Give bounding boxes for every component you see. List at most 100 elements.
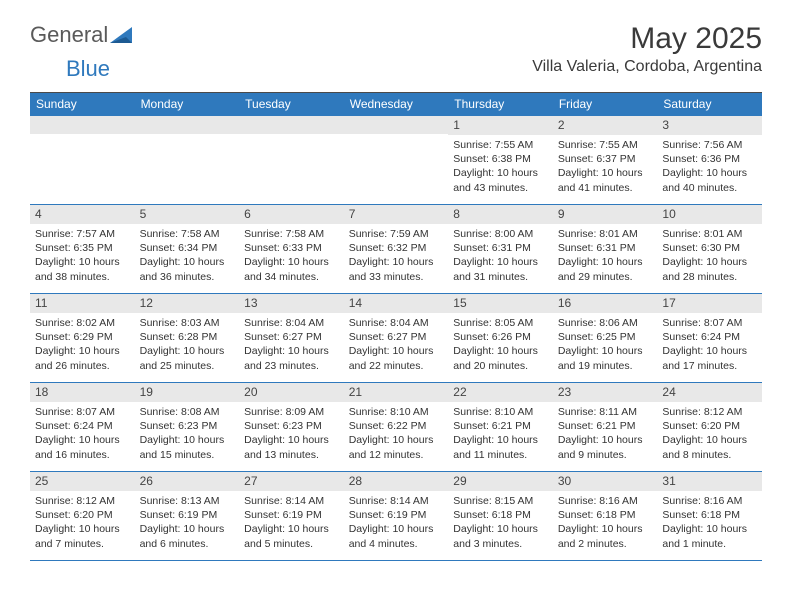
empty-cell xyxy=(239,116,344,204)
day-cell: 6Sunrise: 7:58 AMSunset: 6:33 PMDaylight… xyxy=(239,205,344,293)
day-cell: 27Sunrise: 8:14 AMSunset: 6:19 PMDayligh… xyxy=(239,472,344,560)
day-number: 29 xyxy=(448,472,553,491)
day-cell: 11Sunrise: 8:02 AMSunset: 6:29 PMDayligh… xyxy=(30,294,135,382)
weekday-header-row: SundayMondayTuesdayWednesdayThursdayFrid… xyxy=(30,93,762,116)
day-details: Sunrise: 8:02 AMSunset: 6:29 PMDaylight:… xyxy=(30,313,135,378)
day-cell: 4Sunrise: 7:57 AMSunset: 6:35 PMDaylight… xyxy=(30,205,135,293)
day-details: Sunrise: 8:15 AMSunset: 6:18 PMDaylight:… xyxy=(448,491,553,556)
day-number: 3 xyxy=(657,116,762,135)
day-number: 28 xyxy=(344,472,449,491)
weekday-header: Sunday xyxy=(30,93,135,116)
day-cell: 16Sunrise: 8:06 AMSunset: 6:25 PMDayligh… xyxy=(553,294,658,382)
day-details: Sunrise: 8:09 AMSunset: 6:23 PMDaylight:… xyxy=(239,402,344,467)
day-number xyxy=(135,116,240,134)
weekday-header: Thursday xyxy=(448,93,553,116)
day-number: 14 xyxy=(344,294,449,313)
day-details: Sunrise: 8:04 AMSunset: 6:27 PMDaylight:… xyxy=(344,313,449,378)
day-cell: 8Sunrise: 8:00 AMSunset: 6:31 PMDaylight… xyxy=(448,205,553,293)
day-number: 8 xyxy=(448,205,553,224)
day-cell: 2Sunrise: 7:55 AMSunset: 6:37 PMDaylight… xyxy=(553,116,658,204)
day-number: 15 xyxy=(448,294,553,313)
day-cell: 1Sunrise: 7:55 AMSunset: 6:38 PMDaylight… xyxy=(448,116,553,204)
day-number xyxy=(239,116,344,134)
day-number: 1 xyxy=(448,116,553,135)
day-cell: 20Sunrise: 8:09 AMSunset: 6:23 PMDayligh… xyxy=(239,383,344,471)
day-number: 9 xyxy=(553,205,658,224)
day-cell: 5Sunrise: 7:58 AMSunset: 6:34 PMDaylight… xyxy=(135,205,240,293)
day-number: 16 xyxy=(553,294,658,313)
week-row: 4Sunrise: 7:57 AMSunset: 6:35 PMDaylight… xyxy=(30,205,762,294)
day-cell: 10Sunrise: 8:01 AMSunset: 6:30 PMDayligh… xyxy=(657,205,762,293)
month-title: May 2025 xyxy=(532,22,762,56)
day-details: Sunrise: 8:06 AMSunset: 6:25 PMDaylight:… xyxy=(553,313,658,378)
day-details: Sunrise: 8:16 AMSunset: 6:18 PMDaylight:… xyxy=(553,491,658,556)
day-number: 21 xyxy=(344,383,449,402)
day-number: 25 xyxy=(30,472,135,491)
day-details: Sunrise: 8:08 AMSunset: 6:23 PMDaylight:… xyxy=(135,402,240,467)
day-cell: 31Sunrise: 8:16 AMSunset: 6:18 PMDayligh… xyxy=(657,472,762,560)
day-details: Sunrise: 7:57 AMSunset: 6:35 PMDaylight:… xyxy=(30,224,135,289)
day-details: Sunrise: 8:11 AMSunset: 6:21 PMDaylight:… xyxy=(553,402,658,467)
day-cell: 22Sunrise: 8:10 AMSunset: 6:21 PMDayligh… xyxy=(448,383,553,471)
day-cell: 17Sunrise: 8:07 AMSunset: 6:24 PMDayligh… xyxy=(657,294,762,382)
day-details: Sunrise: 8:12 AMSunset: 6:20 PMDaylight:… xyxy=(30,491,135,556)
day-details: Sunrise: 8:01 AMSunset: 6:30 PMDaylight:… xyxy=(657,224,762,289)
day-number: 23 xyxy=(553,383,658,402)
day-cell: 28Sunrise: 8:14 AMSunset: 6:19 PMDayligh… xyxy=(344,472,449,560)
day-cell: 13Sunrise: 8:04 AMSunset: 6:27 PMDayligh… xyxy=(239,294,344,382)
weekday-header: Monday xyxy=(135,93,240,116)
day-number: 24 xyxy=(657,383,762,402)
day-cell: 30Sunrise: 8:16 AMSunset: 6:18 PMDayligh… xyxy=(553,472,658,560)
weekday-header: Friday xyxy=(553,93,658,116)
day-number: 13 xyxy=(239,294,344,313)
day-details: Sunrise: 8:14 AMSunset: 6:19 PMDaylight:… xyxy=(344,491,449,556)
weeks-container: 1Sunrise: 7:55 AMSunset: 6:38 PMDaylight… xyxy=(30,116,762,561)
empty-cell xyxy=(135,116,240,204)
week-row: 1Sunrise: 7:55 AMSunset: 6:38 PMDaylight… xyxy=(30,116,762,205)
day-details: Sunrise: 7:58 AMSunset: 6:34 PMDaylight:… xyxy=(135,224,240,289)
day-details: Sunrise: 8:03 AMSunset: 6:28 PMDaylight:… xyxy=(135,313,240,378)
day-cell: 18Sunrise: 8:07 AMSunset: 6:24 PMDayligh… xyxy=(30,383,135,471)
calendar-grid: SundayMondayTuesdayWednesdayThursdayFrid… xyxy=(30,92,762,561)
day-details: Sunrise: 7:55 AMSunset: 6:38 PMDaylight:… xyxy=(448,135,553,200)
day-number: 12 xyxy=(135,294,240,313)
weekday-header: Saturday xyxy=(657,93,762,116)
day-details: Sunrise: 8:01 AMSunset: 6:31 PMDaylight:… xyxy=(553,224,658,289)
day-number xyxy=(344,116,449,134)
day-details: Sunrise: 7:58 AMSunset: 6:33 PMDaylight:… xyxy=(239,224,344,289)
day-cell: 9Sunrise: 8:01 AMSunset: 6:31 PMDaylight… xyxy=(553,205,658,293)
day-number: 10 xyxy=(657,205,762,224)
brand-part2: Blue xyxy=(66,56,110,81)
week-row: 25Sunrise: 8:12 AMSunset: 6:20 PMDayligh… xyxy=(30,472,762,561)
day-number: 22 xyxy=(448,383,553,402)
day-cell: 21Sunrise: 8:10 AMSunset: 6:22 PMDayligh… xyxy=(344,383,449,471)
day-cell: 14Sunrise: 8:04 AMSunset: 6:27 PMDayligh… xyxy=(344,294,449,382)
day-details: Sunrise: 8:12 AMSunset: 6:20 PMDaylight:… xyxy=(657,402,762,467)
day-details: Sunrise: 8:05 AMSunset: 6:26 PMDaylight:… xyxy=(448,313,553,378)
day-number: 26 xyxy=(135,472,240,491)
day-details: Sunrise: 8:10 AMSunset: 6:22 PMDaylight:… xyxy=(344,402,449,467)
day-details: Sunrise: 8:14 AMSunset: 6:19 PMDaylight:… xyxy=(239,491,344,556)
day-number: 20 xyxy=(239,383,344,402)
day-cell: 26Sunrise: 8:13 AMSunset: 6:19 PMDayligh… xyxy=(135,472,240,560)
day-number: 17 xyxy=(657,294,762,313)
day-details: Sunrise: 8:07 AMSunset: 6:24 PMDaylight:… xyxy=(657,313,762,378)
day-details: Sunrise: 8:07 AMSunset: 6:24 PMDaylight:… xyxy=(30,402,135,467)
day-cell: 29Sunrise: 8:15 AMSunset: 6:18 PMDayligh… xyxy=(448,472,553,560)
day-number: 7 xyxy=(344,205,449,224)
day-number: 18 xyxy=(30,383,135,402)
day-details: Sunrise: 8:04 AMSunset: 6:27 PMDaylight:… xyxy=(239,313,344,378)
day-cell: 19Sunrise: 8:08 AMSunset: 6:23 PMDayligh… xyxy=(135,383,240,471)
weekday-header: Tuesday xyxy=(239,93,344,116)
day-number xyxy=(30,116,135,134)
weekday-header: Wednesday xyxy=(344,93,449,116)
day-number: 5 xyxy=(135,205,240,224)
day-details: Sunrise: 8:16 AMSunset: 6:18 PMDaylight:… xyxy=(657,491,762,556)
day-number: 6 xyxy=(239,205,344,224)
week-row: 11Sunrise: 8:02 AMSunset: 6:29 PMDayligh… xyxy=(30,294,762,383)
day-details: Sunrise: 7:59 AMSunset: 6:32 PMDaylight:… xyxy=(344,224,449,289)
day-number: 4 xyxy=(30,205,135,224)
week-row: 18Sunrise: 8:07 AMSunset: 6:24 PMDayligh… xyxy=(30,383,762,472)
day-number: 27 xyxy=(239,472,344,491)
day-cell: 7Sunrise: 7:59 AMSunset: 6:32 PMDaylight… xyxy=(344,205,449,293)
